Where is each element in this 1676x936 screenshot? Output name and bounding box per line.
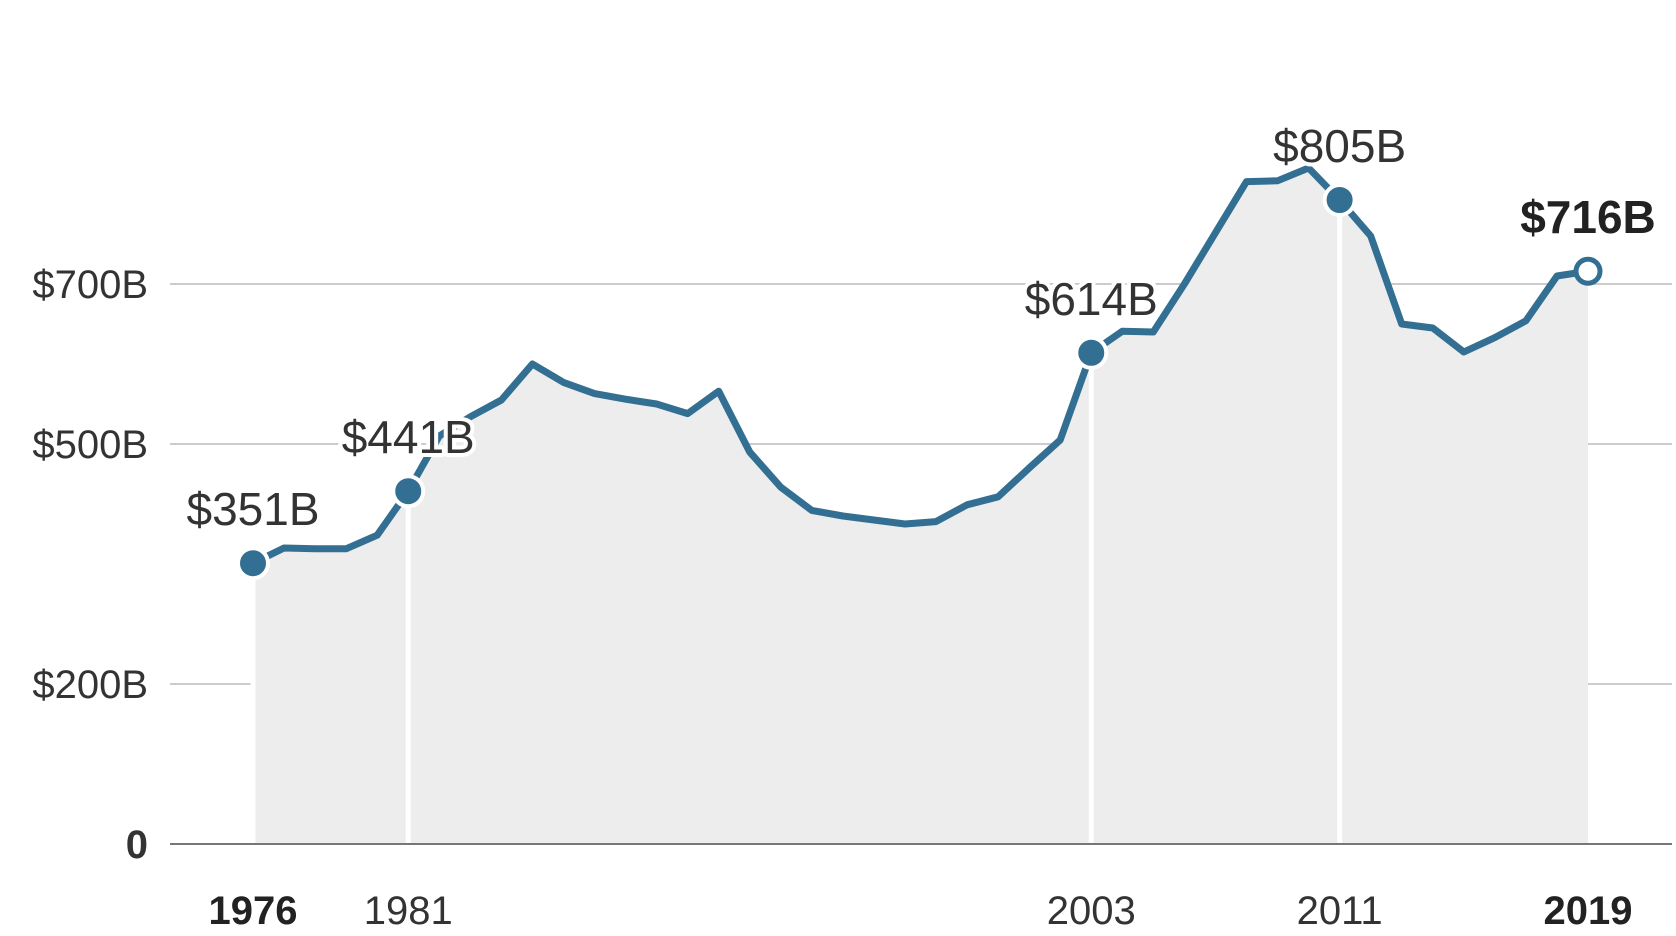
x-tick-label-2019: 2019	[1544, 889, 1633, 933]
data-label-2019: $716B	[1520, 191, 1656, 243]
marker-2019	[1573, 256, 1603, 286]
data-label-2011: $805B	[1273, 120, 1406, 172]
area-fill	[253, 168, 1588, 844]
x-tick-labels: 1976 1981 2003 2011 2019	[209, 889, 1633, 933]
x-tick-label-1981: 1981	[364, 889, 453, 933]
data-labels: $351B $441B $614B $805B $716B	[182, 116, 1659, 539]
annotation-guides	[250, 200, 1343, 844]
x-tick-label-2011: 2011	[1297, 889, 1383, 933]
series-line	[249, 164, 1592, 567]
y-tick-label-200: $200B	[32, 663, 148, 707]
data-label-1981: $441B	[342, 411, 475, 463]
y-tick-label-500: $500B	[32, 423, 148, 467]
y-tick-labels: 0 $200B $500B $700B	[32, 263, 148, 867]
y-tick-label-0: 0	[126, 823, 148, 867]
marker-2003	[1074, 335, 1109, 370]
marker-1981	[391, 474, 426, 509]
x-tick-label-2003: 2003	[1047, 889, 1136, 933]
x-tick-label-1976: 1976	[209, 889, 298, 933]
data-label-2003: $614B	[1025, 273, 1158, 325]
y-tick-label-700: $700B	[32, 263, 148, 307]
marker-1976	[236, 546, 270, 581]
data-label-1976: $351B	[186, 483, 319, 535]
marker-2011	[1322, 183, 1357, 217]
data-markers	[236, 183, 1603, 581]
